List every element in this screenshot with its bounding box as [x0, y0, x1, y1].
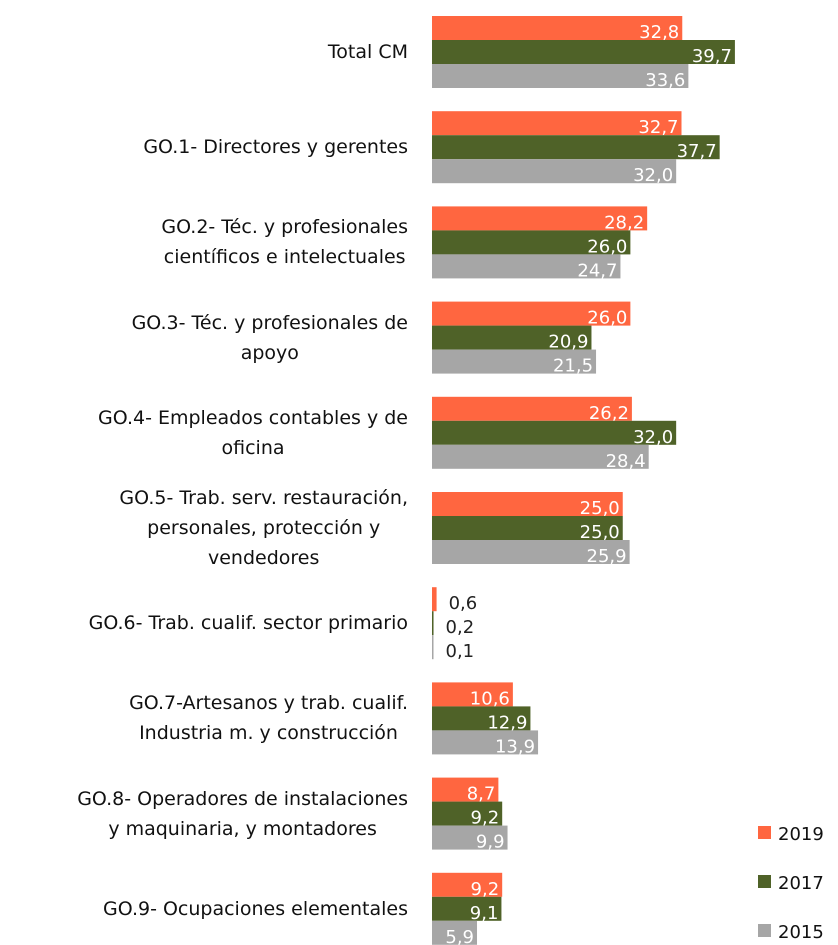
bar: [432, 325, 592, 350]
value-label: 32,7: [638, 117, 678, 138]
bar: [432, 920, 478, 945]
value-label: 0,2: [446, 617, 475, 638]
value-label: 0,6: [449, 593, 478, 614]
legend-label: 2017: [778, 873, 824, 894]
value-label: 32,0: [633, 165, 673, 186]
bar: [432, 230, 631, 255]
value-label: 9,1: [470, 903, 499, 924]
category-text: GO.7-Artesanos y trab. cualif. Industria…: [129, 692, 408, 745]
category-label: GO.8- Operadores de instalaciones y maqu…: [0, 784, 408, 844]
legend-swatch: [758, 875, 771, 888]
category-text: GO.1- Directores y gerentes: [143, 136, 408, 159]
bar: [432, 64, 689, 88]
value-label: 21,5: [553, 356, 593, 377]
category-text: GO.9- Ocupaciones elementales: [103, 897, 408, 920]
category-label: GO.1- Directores y gerentes: [0, 132, 408, 162]
bar: [432, 206, 648, 231]
category-text: GO.2- Téc. y profesionales científicos e…: [161, 216, 408, 269]
bar: [432, 396, 632, 421]
category-label: GO.3- Téc. y profesionales de apoyo: [0, 308, 408, 368]
legend-swatch: [758, 826, 771, 839]
value-label: 25,0: [580, 498, 620, 519]
category-label: GO.9- Ocupaciones elementales: [0, 894, 408, 924]
value-label: 28,2: [604, 212, 644, 233]
bar: [432, 135, 720, 160]
value-label: 20,9: [548, 332, 588, 353]
bar: [432, 611, 434, 636]
bar: [432, 159, 677, 184]
bar: [432, 516, 623, 540]
value-label: 13,9: [495, 736, 535, 757]
bar: [432, 492, 623, 516]
value-label: 12,9: [487, 712, 527, 733]
value-label: 39,7: [692, 46, 732, 67]
legend-label: 2019: [778, 824, 824, 845]
value-label: 26,2: [589, 403, 629, 424]
bar: [432, 111, 682, 136]
bar: [432, 301, 631, 326]
category-text: GO.4- Empleados contables y de oficina: [98, 406, 408, 459]
category-label: GO.6- Trab. cualif. sector primario: [0, 608, 408, 638]
category-label: GO.4- Empleados contables y de oficina: [0, 403, 408, 463]
category-label: GO.2- Téc. y profesionales científicos e…: [0, 212, 408, 272]
category-text: GO.3- Téc. y profesionales de apoyo: [131, 311, 408, 364]
value-label: 37,7: [677, 141, 717, 162]
category-label: GO.7-Artesanos y trab. cualif. Industria…: [0, 688, 408, 748]
category-label: GO.5- Trab. serv. restauración, personal…: [0, 483, 408, 573]
bar: [432, 254, 621, 279]
category-text: Total CM: [327, 41, 408, 63]
value-label: 9,2: [471, 879, 500, 900]
bar: [432, 730, 539, 755]
category-text: GO.6- Trab. cualif. sector primario: [88, 612, 408, 635]
bar: [432, 706, 531, 731]
value-label: 26,0: [587, 308, 627, 329]
bar: [432, 349, 597, 374]
value-label: 25,0: [580, 522, 620, 543]
bar: [432, 420, 677, 445]
bar: [432, 682, 513, 707]
value-label: 10,6: [470, 688, 510, 709]
category-text: GO.5- Trab. serv. restauración, personal…: [119, 487, 408, 569]
bar: [432, 540, 630, 564]
bar: [432, 896, 502, 921]
value-label: 8,7: [467, 784, 496, 805]
value-label: 33,6: [645, 70, 685, 91]
value-label: 5,9: [445, 927, 474, 945]
bar: [432, 40, 735, 64]
bar: [432, 587, 437, 612]
value-label: 9,2: [471, 808, 500, 829]
value-label: 9,9: [476, 832, 505, 853]
category-label: Total CM: [0, 37, 408, 67]
category-text: GO.8- Operadores de instalaciones y maqu…: [77, 787, 408, 840]
value-label: 26,0: [587, 236, 627, 257]
legend-swatch: [758, 924, 771, 937]
bar: [432, 444, 649, 469]
bar: [432, 777, 499, 802]
value-label: 28,4: [606, 451, 646, 472]
value-label: 0,1: [446, 641, 475, 662]
value-label: 32,8: [639, 22, 679, 43]
bar: [432, 872, 503, 897]
legend-label: 2015: [778, 922, 824, 943]
bar: [432, 825, 508, 850]
bar: [432, 801, 503, 826]
value-label: 25,9: [587, 546, 627, 567]
bar: [432, 635, 434, 660]
value-label: 24,7: [577, 260, 617, 281]
bar: [432, 16, 683, 40]
value-label: 32,0: [633, 427, 673, 448]
